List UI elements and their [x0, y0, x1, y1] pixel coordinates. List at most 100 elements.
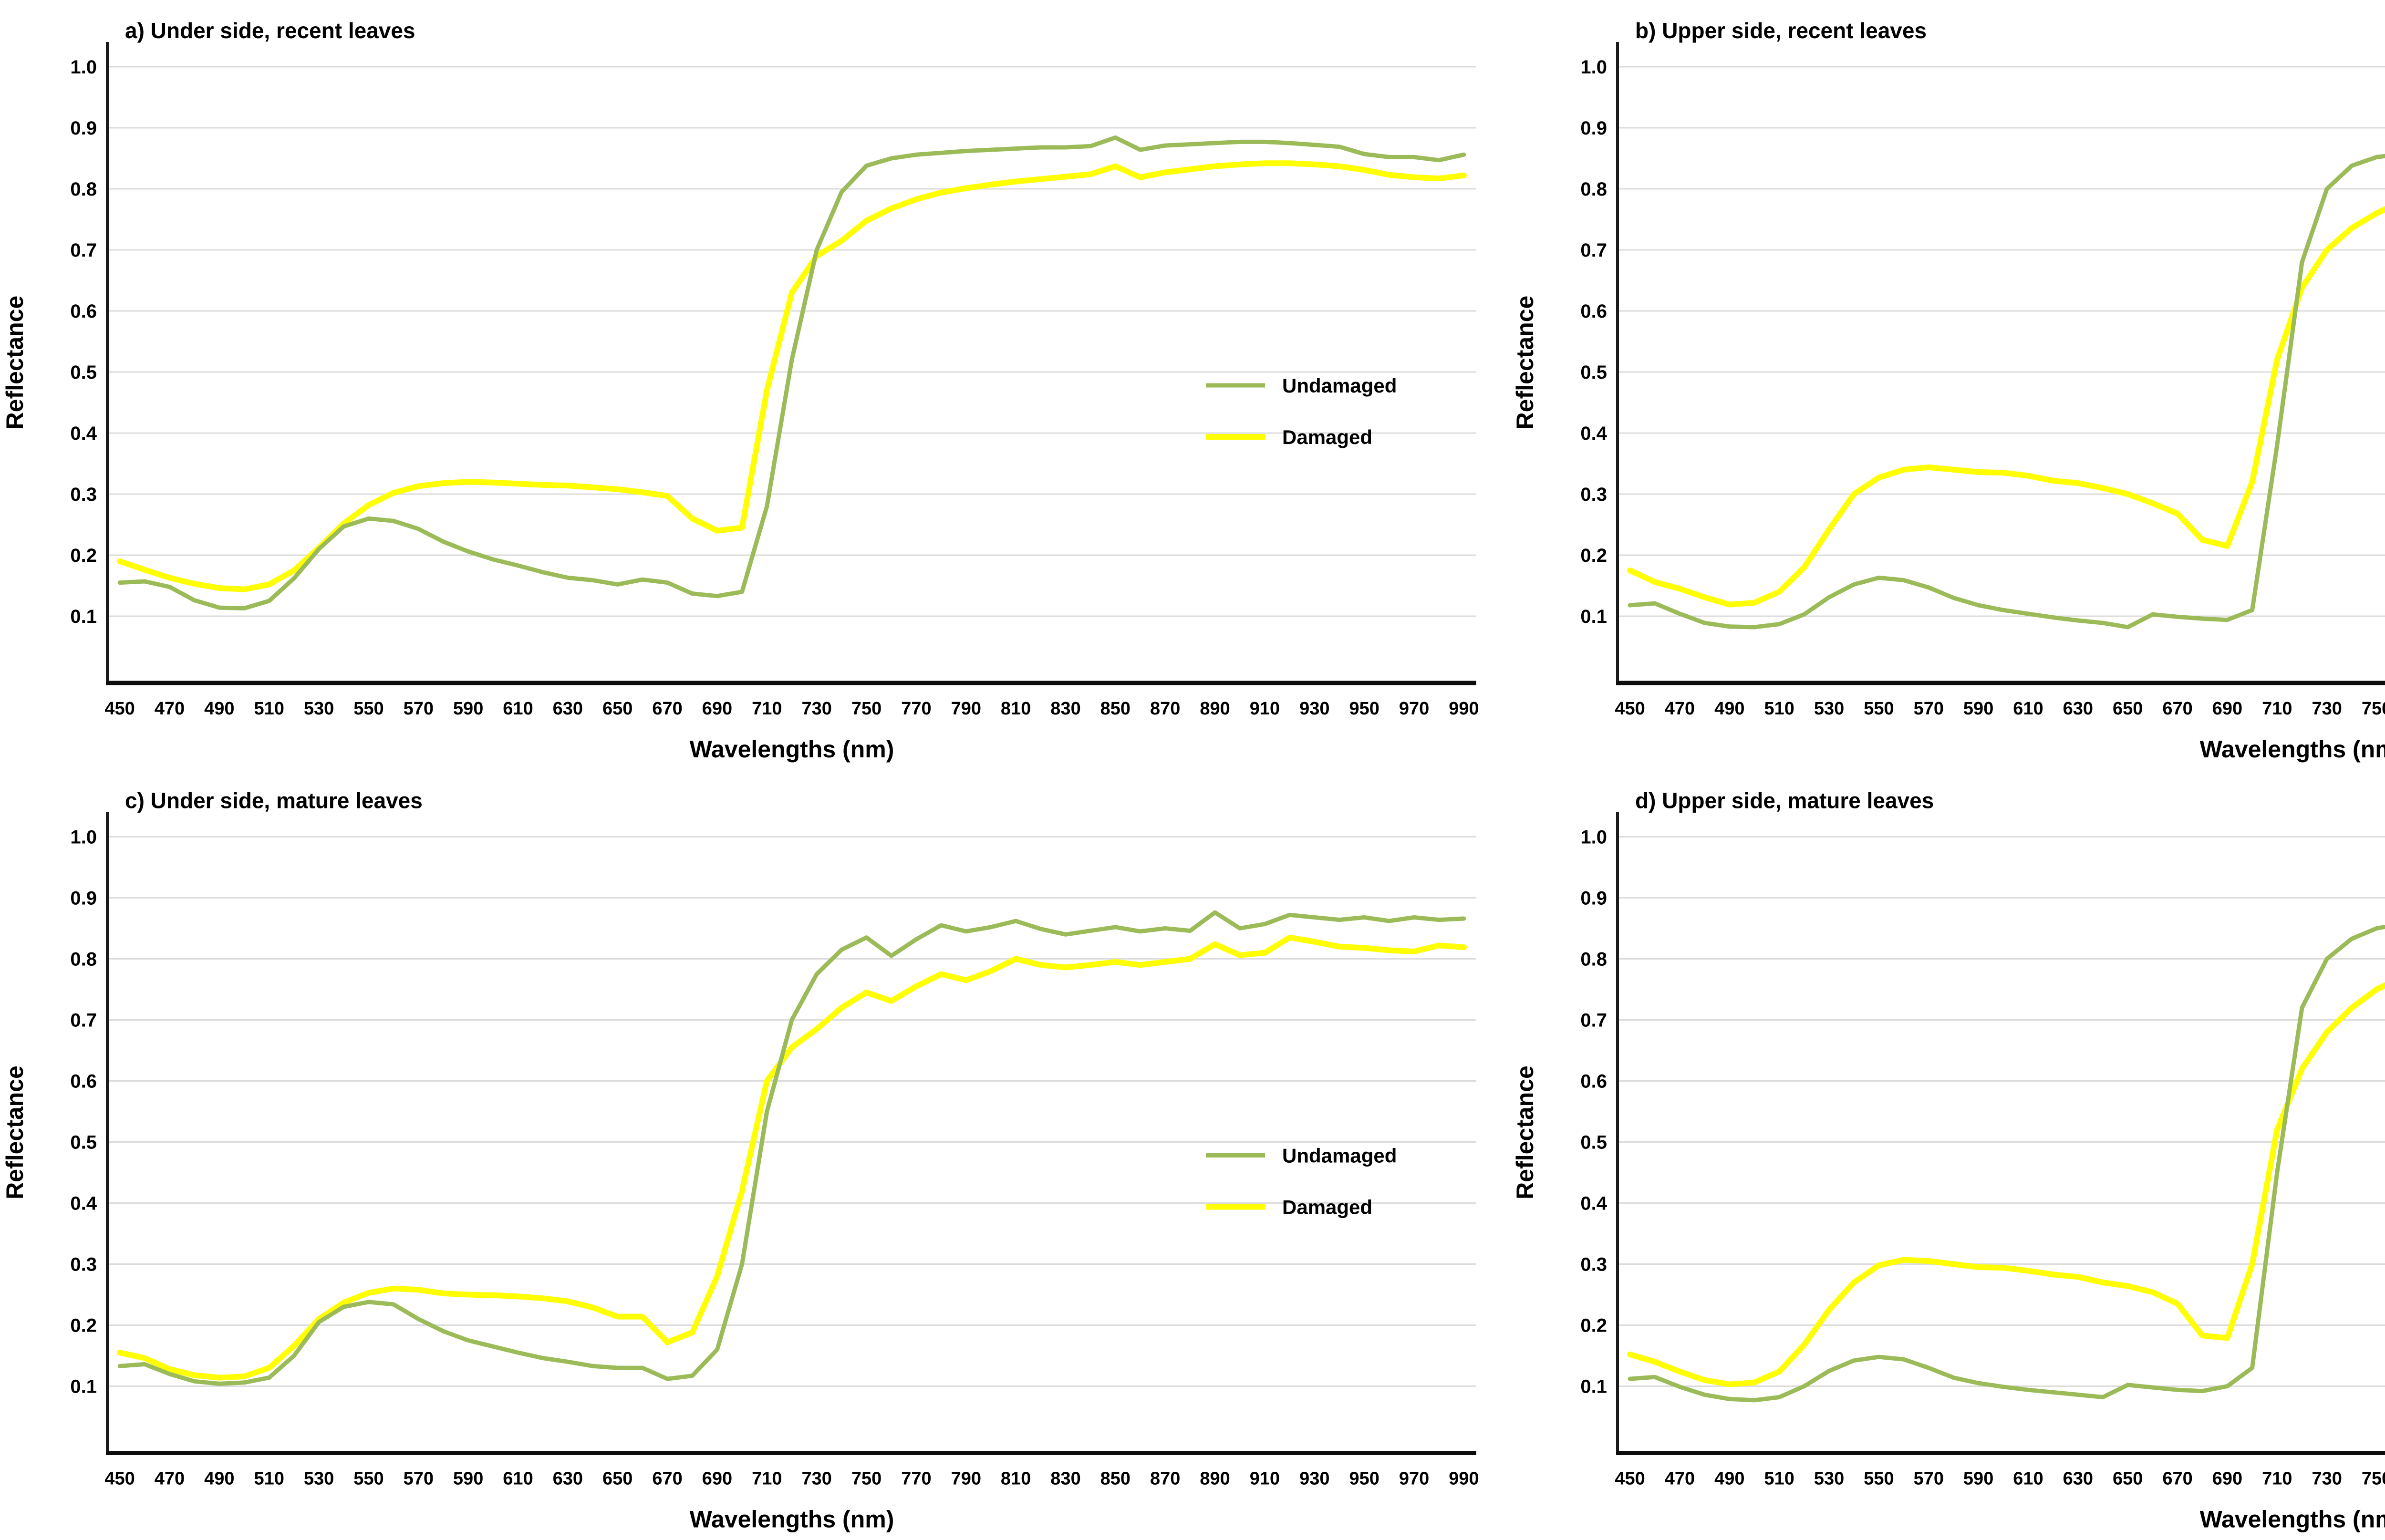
panel-c-under-side-mature: 1.0 0.9 0.8 0.7 0.6 0.5 0.4 0.3 0.2 0.1 450 470 490 5…: [0, 770, 1510, 1540]
x-axis-title: Wavelengths (nm): [690, 736, 894, 763]
x-tick-label: 710: [752, 699, 782, 719]
x-tick-label: 890: [1200, 1469, 1230, 1489]
panel-title: a) Under side, recent leaves: [125, 18, 415, 43]
damaged-line: [1627, 982, 2385, 1387]
x-tick-label: 470: [155, 699, 185, 719]
x-tick-label: 490: [1714, 699, 1744, 719]
x-tick-label: 630: [553, 699, 583, 719]
x-tick-label: 450: [104, 699, 135, 719]
x-tick-label: 750: [851, 699, 881, 719]
y-tick-label: 0.5: [70, 1132, 97, 1153]
x-tick-label: 630: [553, 1469, 583, 1489]
x-axis-title: Wavelengths (nm): [2200, 1506, 2385, 1533]
gridlines: [107, 66, 1476, 617]
y-tick-label: 0.1: [70, 1376, 97, 1397]
x-tick-label: 830: [1050, 699, 1080, 719]
y-tick-label: 0.6: [1580, 301, 1607, 322]
x-tick-label: 670: [652, 699, 682, 719]
x-tick-label: 550: [1864, 1469, 1894, 1489]
legend-label-undamaged: Undamaged: [1282, 1145, 1397, 1167]
gridlines: [107, 836, 1476, 1387]
y-tick-label: 0.7: [1580, 240, 1607, 261]
y-tick-label: 1.0: [1580, 57, 1607, 78]
undamaged-line: [117, 135, 1466, 610]
y-tick-label: 0.3: [70, 484, 97, 505]
panel-b-upper-side-recent: 1.0 0.9 0.8 0.7 0.6 0.5 0.4 0.3 0.2 0.1 450 470 490 5…: [1510, 0, 2385, 770]
x-tick-label: 710: [752, 1469, 782, 1489]
x-tick-label: 730: [801, 1469, 831, 1489]
x-tick-label: 510: [1764, 1469, 1794, 1489]
x-tick-label: 450: [1615, 1469, 1645, 1489]
x-tick-label: 690: [702, 699, 732, 719]
x-tick-label: 910: [1250, 699, 1280, 719]
panel-title: d) Upper side, mature leaves: [1635, 788, 1934, 813]
x-tick-label: 550: [353, 699, 384, 719]
x-tick-label: 990: [1449, 699, 1479, 719]
y-tick-label: 0.8: [70, 179, 97, 200]
y-tick-label: 0.9: [70, 118, 97, 139]
x-tick-label: 570: [1914, 699, 1944, 719]
legend: Undamaged Damaged: [1206, 374, 1397, 448]
y-tick-label: 0.9: [70, 888, 97, 909]
y-axis-title: Reflectance: [1, 296, 28, 430]
x-tick-label: 750: [2362, 699, 2385, 719]
x-tick-label: 630: [2063, 1469, 2093, 1489]
x-tick-label: 650: [2113, 699, 2143, 719]
x-tick-label: 970: [1399, 699, 1429, 719]
y-tick-label: 0.9: [1580, 118, 1607, 139]
x-tick-label: 570: [404, 1469, 434, 1489]
y-tick-label: 0.1: [70, 606, 97, 627]
x-tick-label: 770: [901, 699, 931, 719]
x-tick-label: 970: [1399, 1469, 1429, 1489]
x-tick-label: 790: [951, 1469, 981, 1489]
x-tick-label: 610: [2013, 699, 2043, 719]
y-tick-label: 0.3: [1580, 484, 1607, 505]
undamaged-line: [1628, 154, 2385, 630]
x-tick-label: 950: [1349, 699, 1379, 719]
x-tick-label: 730: [801, 699, 831, 719]
x-tick-label: 930: [1299, 1469, 1329, 1489]
legend-label-damaged: Damaged: [1282, 426, 1372, 448]
y-axis-title: Reflectance: [1, 1065, 28, 1199]
y-tick-label: 0.1: [1580, 606, 1607, 627]
x-tick-label: 610: [2013, 1469, 2043, 1489]
damaged-line: [1627, 206, 2385, 608]
x-tick-label: 470: [1665, 1469, 1695, 1489]
y-tick-label: 0.5: [70, 362, 97, 383]
y-tick-label: 0.6: [70, 301, 97, 322]
y-tick-label: 0.5: [1580, 1132, 1607, 1153]
x-tick-label: 870: [1150, 1469, 1180, 1489]
x-tick-label: 730: [2312, 699, 2342, 719]
y-axis-title: Reflectance: [1512, 1065, 1538, 1199]
x-tick-label: 570: [1914, 1469, 1944, 1489]
x-tick-label: 690: [2212, 699, 2242, 719]
x-axis-title: Wavelengths (nm): [690, 1506, 894, 1533]
y-tick-label: 0.6: [1580, 1071, 1607, 1092]
x-tick-label: 830: [1050, 1469, 1080, 1489]
x-tick-label: 790: [951, 699, 981, 719]
y-tick-label: 1.0: [1580, 827, 1607, 848]
x-tick-label: 770: [901, 1469, 931, 1489]
chart-svg: 1.0 0.9 0.8 0.7 0.6 0.5 0.4 0.3 0.2 0.1 450 470 490 5…: [1, 18, 1479, 763]
x-tick-label: 470: [155, 1469, 185, 1489]
x-tick-label: 450: [104, 1469, 135, 1489]
chart-svg: 1.0 0.9 0.8 0.7 0.6 0.5 0.4 0.3 0.2 0.1 450 470 490 5…: [1512, 18, 2385, 763]
x-tick-label: 610: [503, 1469, 533, 1489]
y-tick-label: 0.2: [70, 545, 97, 566]
y-tick-label: 0.8: [1580, 949, 1607, 970]
x-tick-label: 690: [2212, 1469, 2242, 1489]
y-tick-label: 1.0: [70, 827, 97, 848]
x-tick-label: 750: [2362, 1469, 2385, 1489]
y-tick-label: 0.7: [70, 1010, 97, 1031]
x-tick-label: 930: [1299, 699, 1329, 719]
x-tick-label: 570: [404, 699, 434, 719]
x-tick-label: 530: [1814, 699, 1844, 719]
x-tick-label: 590: [453, 699, 483, 719]
x-tick-label: 490: [204, 699, 234, 719]
x-tick-label: 490: [1714, 1469, 1744, 1489]
x-tick-label: 630: [2063, 699, 2093, 719]
x-tick-label: 650: [2113, 1469, 2143, 1489]
x-tick-label: 850: [1100, 699, 1130, 719]
x-tick-label: 650: [602, 699, 633, 719]
panel-a-under-side-recent: 1.0 0.9 0.8 0.7 0.6 0.5 0.4 0.3 0.2 0.1 450 470 490 5…: [0, 0, 1510, 770]
